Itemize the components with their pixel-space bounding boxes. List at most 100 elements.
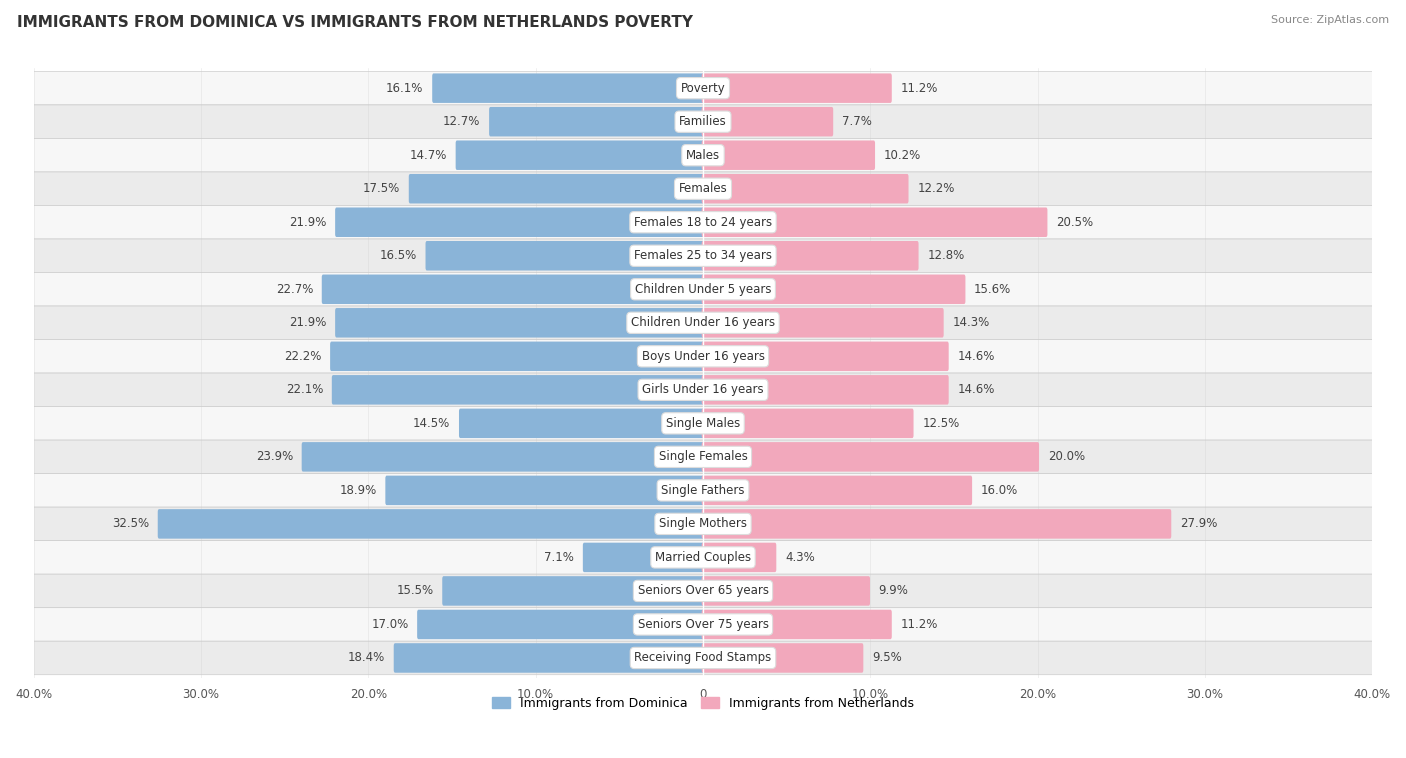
FancyBboxPatch shape bbox=[456, 140, 704, 170]
FancyBboxPatch shape bbox=[426, 241, 704, 271]
FancyBboxPatch shape bbox=[34, 239, 1372, 273]
Text: 27.9%: 27.9% bbox=[1180, 518, 1218, 531]
Text: 12.2%: 12.2% bbox=[917, 182, 955, 196]
Text: Single Fathers: Single Fathers bbox=[661, 484, 745, 497]
Text: 21.9%: 21.9% bbox=[290, 216, 326, 229]
Text: 7.1%: 7.1% bbox=[544, 551, 574, 564]
FancyBboxPatch shape bbox=[34, 105, 1372, 139]
Text: 12.5%: 12.5% bbox=[922, 417, 959, 430]
FancyBboxPatch shape bbox=[702, 342, 949, 371]
Legend: Immigrants from Dominica, Immigrants from Netherlands: Immigrants from Dominica, Immigrants fro… bbox=[486, 691, 920, 715]
FancyBboxPatch shape bbox=[34, 139, 1372, 172]
Text: 11.2%: 11.2% bbox=[900, 82, 938, 95]
Text: Seniors Over 75 years: Seniors Over 75 years bbox=[637, 618, 769, 631]
FancyBboxPatch shape bbox=[34, 507, 1372, 540]
FancyBboxPatch shape bbox=[157, 509, 704, 539]
FancyBboxPatch shape bbox=[702, 107, 834, 136]
Text: 22.1%: 22.1% bbox=[285, 384, 323, 396]
Text: 16.1%: 16.1% bbox=[387, 82, 423, 95]
FancyBboxPatch shape bbox=[394, 644, 704, 672]
FancyBboxPatch shape bbox=[34, 608, 1372, 641]
Text: 14.6%: 14.6% bbox=[957, 349, 995, 363]
FancyBboxPatch shape bbox=[702, 475, 972, 505]
Text: 32.5%: 32.5% bbox=[112, 518, 149, 531]
FancyBboxPatch shape bbox=[583, 543, 704, 572]
Text: 16.5%: 16.5% bbox=[380, 249, 416, 262]
Text: 10.2%: 10.2% bbox=[884, 149, 921, 161]
FancyBboxPatch shape bbox=[335, 308, 704, 337]
Text: Females 25 to 34 years: Females 25 to 34 years bbox=[634, 249, 772, 262]
Text: 15.5%: 15.5% bbox=[396, 584, 433, 597]
FancyBboxPatch shape bbox=[302, 442, 704, 471]
Text: 23.9%: 23.9% bbox=[256, 450, 292, 463]
Text: 12.8%: 12.8% bbox=[928, 249, 965, 262]
Text: Children Under 5 years: Children Under 5 years bbox=[634, 283, 772, 296]
Text: Girls Under 16 years: Girls Under 16 years bbox=[643, 384, 763, 396]
FancyBboxPatch shape bbox=[702, 644, 863, 672]
Text: Single Males: Single Males bbox=[666, 417, 740, 430]
Text: 14.3%: 14.3% bbox=[952, 316, 990, 329]
FancyBboxPatch shape bbox=[409, 174, 704, 203]
Text: Married Couples: Married Couples bbox=[655, 551, 751, 564]
Text: Receiving Food Stamps: Receiving Food Stamps bbox=[634, 651, 772, 665]
FancyBboxPatch shape bbox=[432, 74, 704, 103]
FancyBboxPatch shape bbox=[702, 442, 1039, 471]
FancyBboxPatch shape bbox=[34, 205, 1372, 239]
FancyBboxPatch shape bbox=[34, 540, 1372, 574]
FancyBboxPatch shape bbox=[702, 576, 870, 606]
Text: Single Mothers: Single Mothers bbox=[659, 518, 747, 531]
FancyBboxPatch shape bbox=[34, 273, 1372, 306]
FancyBboxPatch shape bbox=[34, 440, 1372, 474]
FancyBboxPatch shape bbox=[34, 340, 1372, 373]
Text: Boys Under 16 years: Boys Under 16 years bbox=[641, 349, 765, 363]
FancyBboxPatch shape bbox=[34, 306, 1372, 340]
Text: 22.7%: 22.7% bbox=[276, 283, 314, 296]
FancyBboxPatch shape bbox=[702, 308, 943, 337]
FancyBboxPatch shape bbox=[702, 543, 776, 572]
FancyBboxPatch shape bbox=[34, 373, 1372, 406]
FancyBboxPatch shape bbox=[418, 609, 704, 639]
FancyBboxPatch shape bbox=[458, 409, 704, 438]
Text: 4.3%: 4.3% bbox=[785, 551, 814, 564]
FancyBboxPatch shape bbox=[702, 409, 914, 438]
Text: 18.4%: 18.4% bbox=[347, 651, 385, 665]
Text: 20.5%: 20.5% bbox=[1056, 216, 1094, 229]
FancyBboxPatch shape bbox=[34, 474, 1372, 507]
FancyBboxPatch shape bbox=[34, 574, 1372, 608]
Text: Poverty: Poverty bbox=[681, 82, 725, 95]
Text: 17.0%: 17.0% bbox=[371, 618, 409, 631]
FancyBboxPatch shape bbox=[702, 274, 966, 304]
Text: IMMIGRANTS FROM DOMINICA VS IMMIGRANTS FROM NETHERLANDS POVERTY: IMMIGRANTS FROM DOMINICA VS IMMIGRANTS F… bbox=[17, 15, 693, 30]
FancyBboxPatch shape bbox=[335, 208, 704, 237]
Text: Source: ZipAtlas.com: Source: ZipAtlas.com bbox=[1271, 15, 1389, 25]
Text: Single Females: Single Females bbox=[658, 450, 748, 463]
FancyBboxPatch shape bbox=[34, 71, 1372, 105]
Text: 14.6%: 14.6% bbox=[957, 384, 995, 396]
Text: 15.6%: 15.6% bbox=[974, 283, 1011, 296]
Text: 16.0%: 16.0% bbox=[981, 484, 1018, 497]
FancyBboxPatch shape bbox=[702, 140, 875, 170]
Text: Children Under 16 years: Children Under 16 years bbox=[631, 316, 775, 329]
Text: Females 18 to 24 years: Females 18 to 24 years bbox=[634, 216, 772, 229]
Text: 21.9%: 21.9% bbox=[290, 316, 326, 329]
FancyBboxPatch shape bbox=[385, 475, 704, 505]
Text: 9.9%: 9.9% bbox=[879, 584, 908, 597]
Text: 18.9%: 18.9% bbox=[339, 484, 377, 497]
FancyBboxPatch shape bbox=[34, 172, 1372, 205]
FancyBboxPatch shape bbox=[702, 74, 891, 103]
FancyBboxPatch shape bbox=[443, 576, 704, 606]
Text: Females: Females bbox=[679, 182, 727, 196]
FancyBboxPatch shape bbox=[34, 406, 1372, 440]
Text: 12.7%: 12.7% bbox=[443, 115, 481, 128]
Text: 20.0%: 20.0% bbox=[1047, 450, 1085, 463]
FancyBboxPatch shape bbox=[489, 107, 704, 136]
FancyBboxPatch shape bbox=[330, 342, 704, 371]
Text: 11.2%: 11.2% bbox=[900, 618, 938, 631]
FancyBboxPatch shape bbox=[702, 509, 1171, 539]
FancyBboxPatch shape bbox=[702, 174, 908, 203]
FancyBboxPatch shape bbox=[34, 641, 1372, 675]
Text: Families: Families bbox=[679, 115, 727, 128]
FancyBboxPatch shape bbox=[322, 274, 704, 304]
Text: 7.7%: 7.7% bbox=[842, 115, 872, 128]
FancyBboxPatch shape bbox=[702, 241, 918, 271]
